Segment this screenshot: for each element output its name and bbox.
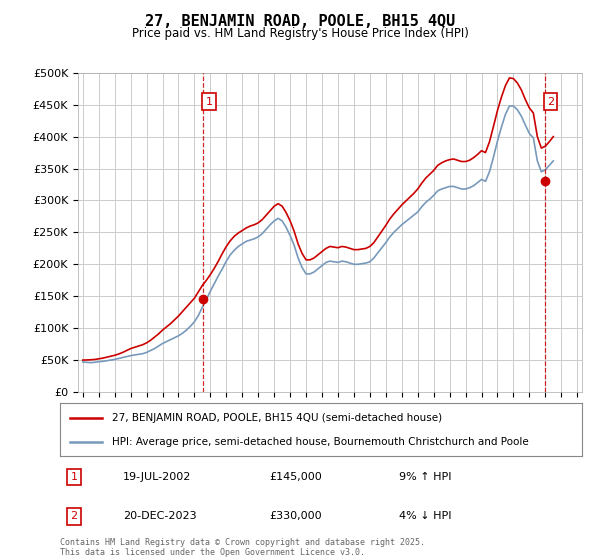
Text: 27, BENJAMIN ROAD, POOLE, BH15 4QU (semi-detached house): 27, BENJAMIN ROAD, POOLE, BH15 4QU (semi… xyxy=(112,413,442,423)
Text: 20-DEC-2023: 20-DEC-2023 xyxy=(122,511,196,521)
Text: 1: 1 xyxy=(70,472,77,482)
Text: 9% ↑ HPI: 9% ↑ HPI xyxy=(400,472,452,482)
Text: £145,000: £145,000 xyxy=(269,472,322,482)
Text: HPI: Average price, semi-detached house, Bournemouth Christchurch and Poole: HPI: Average price, semi-detached house,… xyxy=(112,437,529,447)
Text: Contains HM Land Registry data © Crown copyright and database right 2025.
This d: Contains HM Land Registry data © Crown c… xyxy=(60,538,425,557)
Text: 4% ↓ HPI: 4% ↓ HPI xyxy=(400,511,452,521)
Text: £330,000: £330,000 xyxy=(269,511,322,521)
Text: 2: 2 xyxy=(547,96,554,106)
Text: 27, BENJAMIN ROAD, POOLE, BH15 4QU: 27, BENJAMIN ROAD, POOLE, BH15 4QU xyxy=(145,14,455,29)
Text: Price paid vs. HM Land Registry's House Price Index (HPI): Price paid vs. HM Land Registry's House … xyxy=(131,27,469,40)
Text: 1: 1 xyxy=(206,96,212,106)
Text: 19-JUL-2002: 19-JUL-2002 xyxy=(122,472,191,482)
Text: 2: 2 xyxy=(70,511,77,521)
